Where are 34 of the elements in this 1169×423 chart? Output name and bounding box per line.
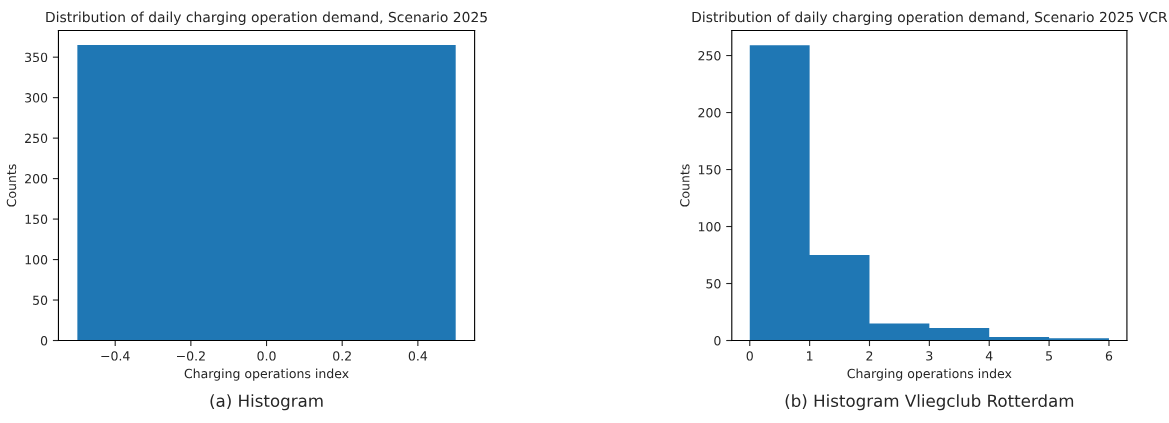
y-tick-label: 150 <box>25 214 48 225</box>
y-tick-label: 200 <box>25 174 48 184</box>
y-tick-label: 200 <box>698 108 721 118</box>
y-tick-label: 50 <box>33 295 48 305</box>
x-tick-label: 5 <box>1046 351 1052 361</box>
x-tick-label: 1 <box>807 351 813 361</box>
x-tick-label: 3 <box>926 351 933 361</box>
x-tick-label: 0.4 <box>408 351 428 361</box>
y-axis-title: Counts <box>6 164 17 207</box>
x-tick-label: 0.2 <box>333 351 351 361</box>
y-tick-label: 0 <box>714 335 721 346</box>
y-tick-label: 100 <box>25 255 48 265</box>
text: (b) Histogram Vliegclub Rotterdam <box>785 394 1074 411</box>
y-tick-label: 250 <box>698 51 721 61</box>
x-axis-title: Charging operations index <box>847 368 1012 381</box>
y-tick-label: 250 <box>25 133 48 144</box>
x-tick-label: 0.0 <box>257 351 276 361</box>
x-axis-title: Charging operations index <box>184 368 349 381</box>
x-tick-label: 6 <box>1105 351 1113 361</box>
x-tick-label: 0 <box>746 351 753 361</box>
chart-title: Distribution of daily charging operation demand, Scenario 2025 VCR <box>692 11 1168 26</box>
y-axis-title: Counts <box>680 164 690 207</box>
x-tick-label: −0.2 <box>177 351 205 361</box>
x-tick-label: 2 <box>866 351 873 361</box>
chart-title: Distribution of daily charging operation demand, Scenario 2025 <box>46 11 487 26</box>
y-tick-label: 150 <box>698 165 721 175</box>
y-tick-label: 100 <box>698 221 721 232</box>
x-tick-label: −0.4 <box>101 351 130 361</box>
x-tick-label: 4 <box>985 351 993 361</box>
text: (a) Histogram <box>210 394 323 411</box>
y-tick-label: 350 <box>25 52 48 63</box>
y-tick-label: 50 <box>706 278 721 289</box>
y-tick-label: 300 <box>25 93 48 103</box>
y-tick-label: 0 <box>40 335 48 346</box>
